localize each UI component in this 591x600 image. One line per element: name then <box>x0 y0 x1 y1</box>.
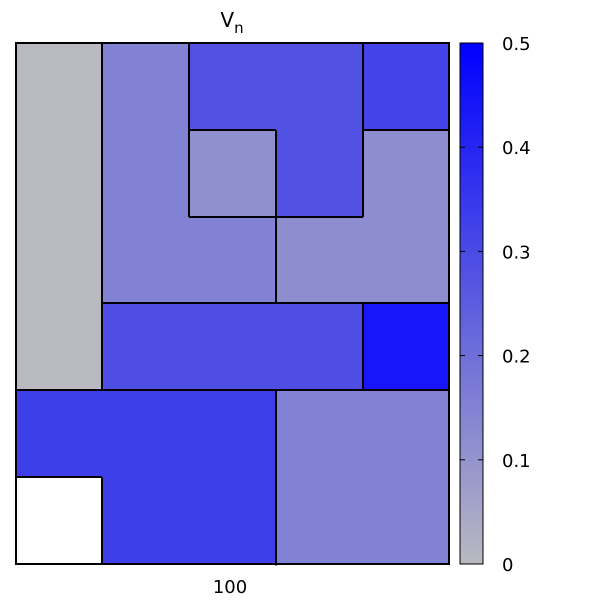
heatmap-cell <box>363 477 449 564</box>
colorbar <box>459 42 484 565</box>
heatmap-cell <box>102 390 189 477</box>
heatmap-cell <box>363 130 449 217</box>
colorbar-ticks: 0 0.1 0.2 0.3 0.4 0.5 <box>460 34 531 576</box>
heatmap-cell <box>102 43 189 130</box>
heatmap-cell <box>363 217 449 303</box>
heatmap-cell <box>189 303 276 390</box>
region-borders <box>16 43 449 564</box>
heatmap-cell <box>276 477 363 564</box>
heatmap-cell <box>363 390 449 477</box>
heatmap-cell <box>189 217 276 303</box>
colorbar-tick-label: 0.3 <box>502 242 531 263</box>
colorbar-tick-label: 0.2 <box>502 347 531 368</box>
heatmap-cell <box>363 43 449 130</box>
heatmap-cell <box>363 303 449 390</box>
x-tick-label: 100 <box>213 577 247 598</box>
heatmap-cell <box>16 477 102 564</box>
heatmap-cell <box>102 217 189 303</box>
chart-title: Vn <box>220 8 243 37</box>
heatmap-cells <box>16 43 449 564</box>
heatmap-cell <box>16 43 102 130</box>
heatmap-cell <box>102 303 189 390</box>
plot-frame <box>15 42 450 565</box>
colorbar-tick-label: 0.1 <box>502 451 531 472</box>
heatmap-cell <box>16 217 102 303</box>
colorbar-tick-label: 0.5 <box>502 34 531 55</box>
heatmap-cell <box>16 130 102 217</box>
heatmap-cell <box>276 130 363 217</box>
heatmap-cell <box>189 130 276 217</box>
heatmap-cell <box>16 303 102 390</box>
colorbar-tick-label: 0.4 <box>502 138 531 159</box>
heatmap-cell <box>276 390 363 477</box>
heatmap-cell <box>16 390 102 477</box>
heatmap-cell <box>276 303 363 390</box>
heatmap-cell <box>102 130 189 217</box>
heatmap-cell <box>102 477 189 564</box>
colorbar-tick-label: 0 <box>502 555 513 576</box>
heatmap-cell <box>276 217 363 303</box>
heatmap-cell <box>189 477 276 564</box>
heatmap-cell <box>189 43 276 130</box>
heatmap-cell <box>189 390 276 477</box>
heatmap-cell <box>276 43 363 130</box>
